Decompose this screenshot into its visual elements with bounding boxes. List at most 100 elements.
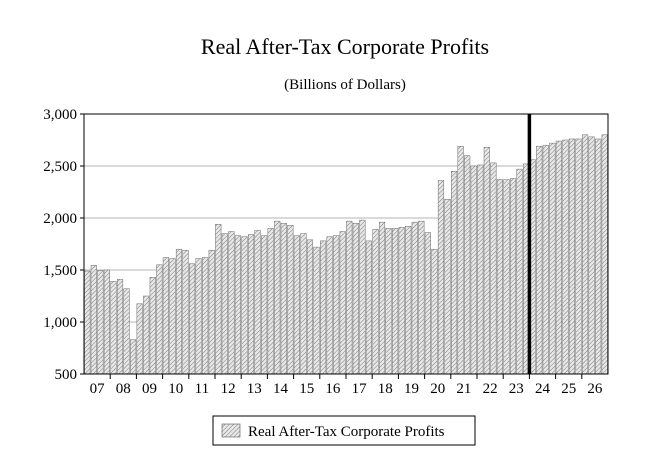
x-tick-label: 07: [90, 381, 106, 397]
bar-19Q3: [411, 221, 418, 375]
bar-15Q1: [293, 235, 300, 375]
bar-13Q1: [241, 236, 248, 375]
bar-25Q2: [562, 139, 569, 375]
bar-11Q3: [202, 257, 209, 375]
x-tick-label: 08: [116, 381, 131, 397]
bar-08Q4: [130, 339, 137, 375]
x-tick-label: 21: [456, 381, 471, 397]
bar-15Q3: [306, 239, 314, 375]
x-tick-label: 26: [587, 381, 603, 397]
bar-19Q1: [398, 227, 405, 375]
bar-13Q3: [254, 230, 261, 375]
bar-16Q2: [326, 236, 333, 375]
legend-label: Real After-Tax Corporate Profits: [248, 424, 445, 440]
bar-20Q1: [424, 232, 431, 375]
bar-10Q4: [182, 249, 189, 375]
bar-24Q4: [549, 142, 556, 375]
bar-11Q2: [195, 258, 202, 375]
bar-21Q3: [464, 155, 471, 375]
x-tick-label: 16: [325, 381, 341, 397]
bar-25Q1: [555, 140, 562, 375]
bar-17Q1: [346, 220, 353, 375]
bar-21Q2: [457, 145, 464, 375]
bar-17Q2: [352, 222, 359, 375]
y-axis-ticks: 500 1,000 1,500 2,000 2,500 3,000: [43, 107, 84, 383]
bar-09Q4: [156, 264, 163, 375]
x-tick-label: 15: [299, 381, 314, 397]
bar-16Q1: [320, 240, 327, 375]
x-tick-label: 22: [483, 381, 498, 397]
y-tick-label: 1,500: [43, 263, 77, 279]
bar-18Q3: [385, 228, 392, 375]
bar-20Q2: [431, 248, 438, 375]
bar-16Q4: [339, 231, 346, 375]
bar-24Q2: [536, 145, 543, 375]
bar-09Q2: [143, 295, 150, 375]
x-axis-ticks: 07 08 09 10 11 12 13 14 15 16 17 18 19 20 21 22 23 24 25 26: [90, 374, 603, 397]
x-tick-label: 17: [352, 381, 368, 397]
y-tick-label: 500: [55, 367, 78, 383]
bar-18Q2: [378, 221, 386, 375]
bar-17Q4: [365, 240, 372, 375]
bars-layer: [84, 134, 608, 375]
bar-25Q4: [575, 138, 582, 375]
bar-07Q4: [103, 269, 110, 375]
bar-19Q4: [418, 220, 425, 375]
bar-13Q4: [261, 235, 268, 375]
x-tick-label: 24: [535, 381, 551, 397]
bar-21Q4: [470, 165, 477, 375]
bar-25Q3: [568, 138, 576, 375]
bar-20Q4: [444, 199, 451, 375]
y-tick-label: 2,500: [43, 159, 77, 175]
x-tick-label: 18: [378, 381, 393, 397]
x-tick-label: 19: [404, 381, 419, 397]
x-tick-label: 11: [195, 381, 209, 397]
bar-14Q2: [274, 220, 281, 375]
legend: Real After-Tax Corporate Profits: [212, 415, 476, 446]
bar-22Q1: [477, 164, 484, 375]
y-tick-label: 3,000: [43, 107, 77, 123]
bar-10Q2: [169, 258, 176, 375]
bar-19Q2: [405, 226, 412, 375]
bar-26Q2: [588, 136, 595, 375]
x-tick-label: 20: [430, 381, 445, 397]
x-tick-label: 14: [273, 381, 289, 397]
bar-17Q3: [359, 219, 366, 375]
x-tick-label: 09: [142, 381, 157, 397]
bar-21Q1: [451, 170, 458, 375]
bar-24Q3: [542, 144, 549, 375]
bar-22Q2: [483, 147, 490, 375]
x-tick-label: 10: [168, 381, 183, 397]
bar-23Q1: [503, 179, 510, 375]
legend-swatch: [221, 423, 241, 438]
bar-09Q3: [149, 277, 156, 375]
bar-12Q2: [221, 233, 228, 375]
legend-box: [212, 415, 476, 446]
bar-07Q2: [90, 265, 97, 375]
x-tick-label: 12: [221, 381, 236, 397]
bar-23Q3: [516, 168, 523, 375]
bar-18Q1: [372, 229, 379, 375]
bar-11Q4: [208, 249, 215, 375]
bar-08Q2: [116, 279, 124, 375]
bar-07Q1: [84, 270, 91, 375]
bar-26Q4: [601, 134, 608, 375]
bar-16Q3: [333, 235, 340, 375]
bar-08Q3: [123, 288, 130, 375]
bar-18Q4: [392, 228, 399, 375]
bar-12Q4: [234, 235, 241, 375]
bar-10Q1: [162, 257, 169, 375]
bar-15Q2: [300, 233, 307, 375]
bar-22Q3: [490, 162, 497, 375]
x-tick-label: 23: [509, 381, 524, 397]
bar-22Q4: [496, 179, 503, 375]
bar-09Q1: [136, 303, 143, 375]
y-tick-label: 2,000: [43, 211, 77, 227]
bar-07Q3: [97, 270, 104, 375]
bar-26Q3: [595, 138, 602, 375]
chart-subtitle: (Billions of Dollars): [284, 77, 406, 93]
bar-12Q1: [215, 223, 222, 375]
bar-10Q3: [175, 248, 183, 375]
bar-13Q2: [247, 234, 255, 375]
